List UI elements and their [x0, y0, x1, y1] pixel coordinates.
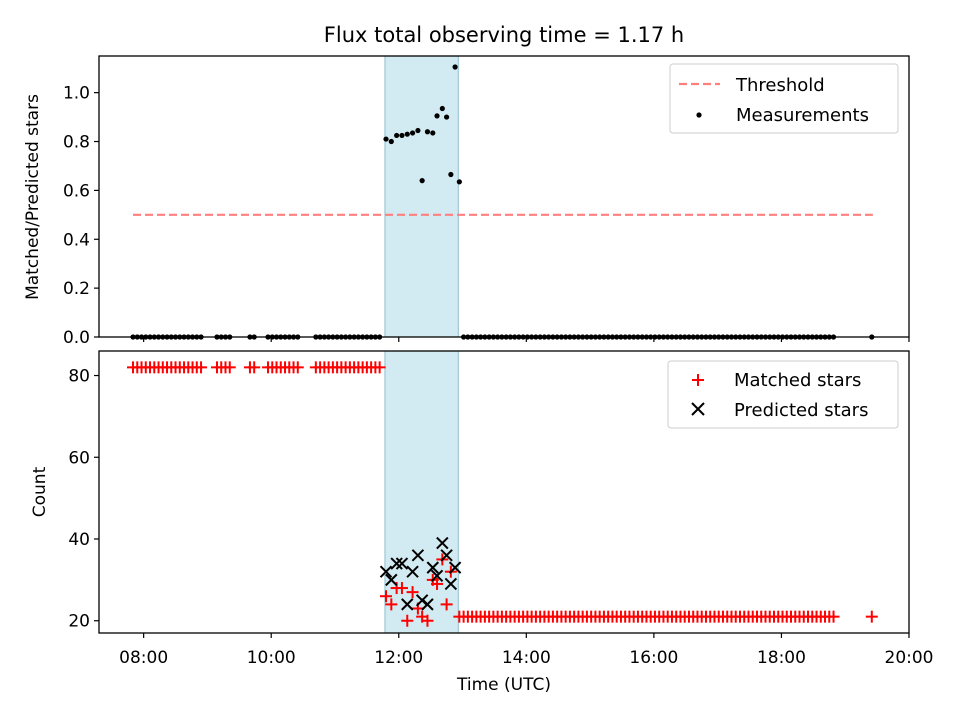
matched-star-marker	[385, 598, 398, 611]
measurement-point	[394, 132, 400, 139]
predicted-star-marker	[385, 573, 398, 587]
ratio-panel: 0.0 0.2 0.4 0.6 0.8 1.0 Matched/Predicted sta…	[23, 55, 910, 348]
measurement-point	[448, 171, 454, 178]
measurement-point	[439, 105, 445, 112]
matched-legend-label: Matched stars	[734, 370, 861, 391]
ratio-axes-frame	[98, 55, 910, 338]
count-xtick-label: 08:00	[119, 648, 168, 668]
matched-star-marker	[421, 614, 434, 627]
count-ylabel: Count	[30, 466, 50, 517]
matched-star-marker	[291, 361, 304, 374]
predicted-star-marker	[406, 565, 419, 578]
predicted-star-marker	[444, 577, 458, 591]
matched-star-marker	[827, 610, 840, 623]
observing-window-span	[384, 55, 459, 338]
ratio-ylabel: Matched/Predicted stars	[23, 94, 43, 300]
count-ytick-label: 80	[68, 367, 90, 387]
chart-title: Flux total observing time = 1.17 h	[324, 23, 684, 47]
predicted-star-marker	[440, 549, 453, 562]
measurement-point	[415, 127, 421, 134]
count-xtick-label: 16:00	[629, 648, 678, 668]
count-xtick-label: 18:00	[757, 648, 806, 668]
measurement-point	[404, 131, 410, 137]
measurement-point	[424, 129, 431, 135]
ratio-ytick-label: 0.2	[63, 279, 90, 299]
matched-star-marker	[395, 582, 408, 595]
predicted-star-marker	[401, 598, 414, 611]
ratio-legend-box	[669, 63, 899, 134]
ratio-ytick-label: 0.4	[63, 230, 90, 250]
count-ytick-label: 40	[68, 530, 90, 550]
matched-star-marker	[440, 598, 453, 611]
ratio-ytick-label: 0.8	[63, 133, 90, 153]
count-ytick-label: 60	[68, 448, 90, 468]
measurement-point	[399, 132, 405, 139]
measurement-point	[419, 178, 425, 184]
count-axes-frame	[98, 350, 910, 634]
measurements-legend-swatch	[696, 112, 702, 118]
measurement-point	[443, 114, 450, 120]
ratio-ytick-label: 0.6	[63, 181, 90, 201]
count-xlabel: Time (UTC)	[456, 675, 551, 695]
threshold-legend-label: Threshold	[735, 75, 825, 96]
matched-star-marker	[380, 590, 393, 603]
predicted-star-marker	[430, 569, 444, 582]
predicted-star-marker	[379, 565, 393, 578]
measurement-point	[434, 113, 440, 119]
count-legend-box	[667, 360, 899, 429]
measurement-point	[430, 130, 436, 136]
predicted-star-marker	[436, 536, 449, 550]
predicted-star-marker	[395, 557, 409, 570]
count-xtick-label: 14:00	[502, 648, 551, 668]
measurement-point	[388, 138, 394, 145]
predicted-star-marker	[411, 549, 425, 562]
matched-star-marker	[431, 577, 444, 590]
predicted-star-marker	[421, 598, 434, 611]
measurement-point	[452, 64, 458, 70]
matched-star-marker	[195, 361, 208, 374]
count-legend: Matched stars Predicted stars	[667, 360, 899, 429]
count-xtick-label: 12:00	[374, 648, 423, 668]
matched-star-marker	[401, 614, 414, 627]
measurement-point	[383, 136, 389, 142]
predicted-legend-label: Predicted stars	[734, 400, 868, 421]
count-ytick-label: 20	[68, 612, 90, 632]
measurement-point	[409, 130, 416, 136]
matched-star-marker	[373, 361, 386, 374]
predicted-star-marker	[426, 561, 439, 574]
count-xtick-label: 20:00	[885, 648, 934, 668]
measurement-point	[456, 179, 462, 185]
matched-legend-swatch	[692, 374, 704, 386]
ratio-ytick-label: 1.0	[63, 84, 90, 104]
matched-star-marker	[223, 361, 236, 374]
matched-star-marker	[865, 610, 878, 623]
predicted-legend-swatch	[691, 402, 705, 416]
ratio-legend: Threshold Measurements	[669, 63, 899, 134]
matched-star-marker	[248, 361, 261, 374]
count-panel: 20 40 60 80 08:00 10:00 12:00 14:00 16:00 18:00 2…	[30, 350, 934, 695]
ratio-ytick-label: 0.0	[63, 328, 90, 348]
count-xtick-label: 10:00	[247, 648, 296, 668]
measurements-legend-label: Measurements	[736, 105, 869, 126]
predicted-star-marker	[390, 557, 403, 570]
predicted-star-marker	[448, 561, 462, 574]
matched-star-marker	[406, 586, 419, 599]
